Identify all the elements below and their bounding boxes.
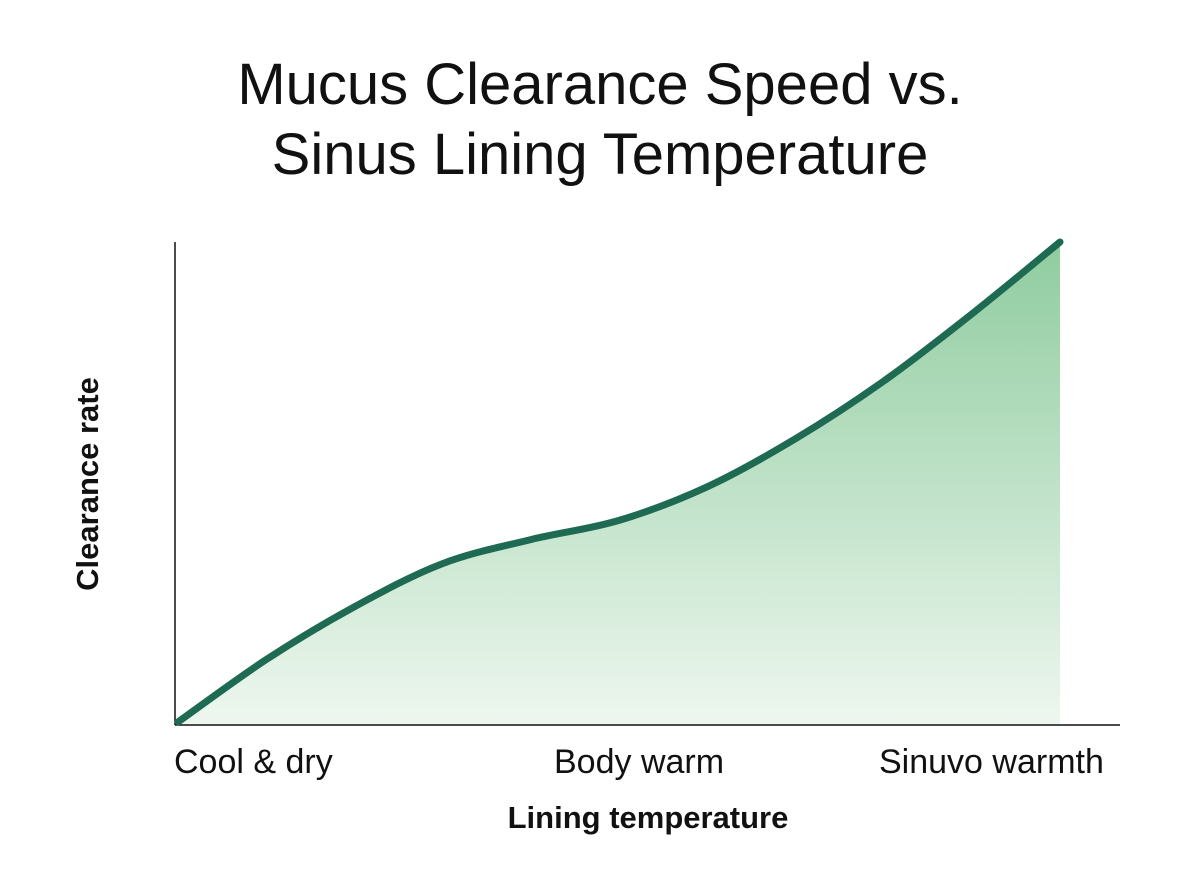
x-tick-label-cool-dry: Cool & dry: [174, 743, 333, 781]
chart-title-line-1: Mucus Clearance Speed vs.: [237, 52, 963, 117]
x-tick-label-body-warm: Body warm: [554, 743, 725, 781]
x-tick-label-sinuvo-warmth: Sinuvo warmth: [879, 743, 1104, 781]
area-fill: [178, 242, 1060, 725]
chart-title-line-2: Sinus Lining Temperature: [271, 122, 929, 187]
x-axis-label: Lining temperature: [507, 800, 789, 835]
y-axis-label: Clearance rate: [70, 377, 105, 591]
series-line: [174, 238, 1064, 726]
chart-title: Mucus Clearance Speed vs. Sinus Lining T…: [0, 50, 1200, 190]
